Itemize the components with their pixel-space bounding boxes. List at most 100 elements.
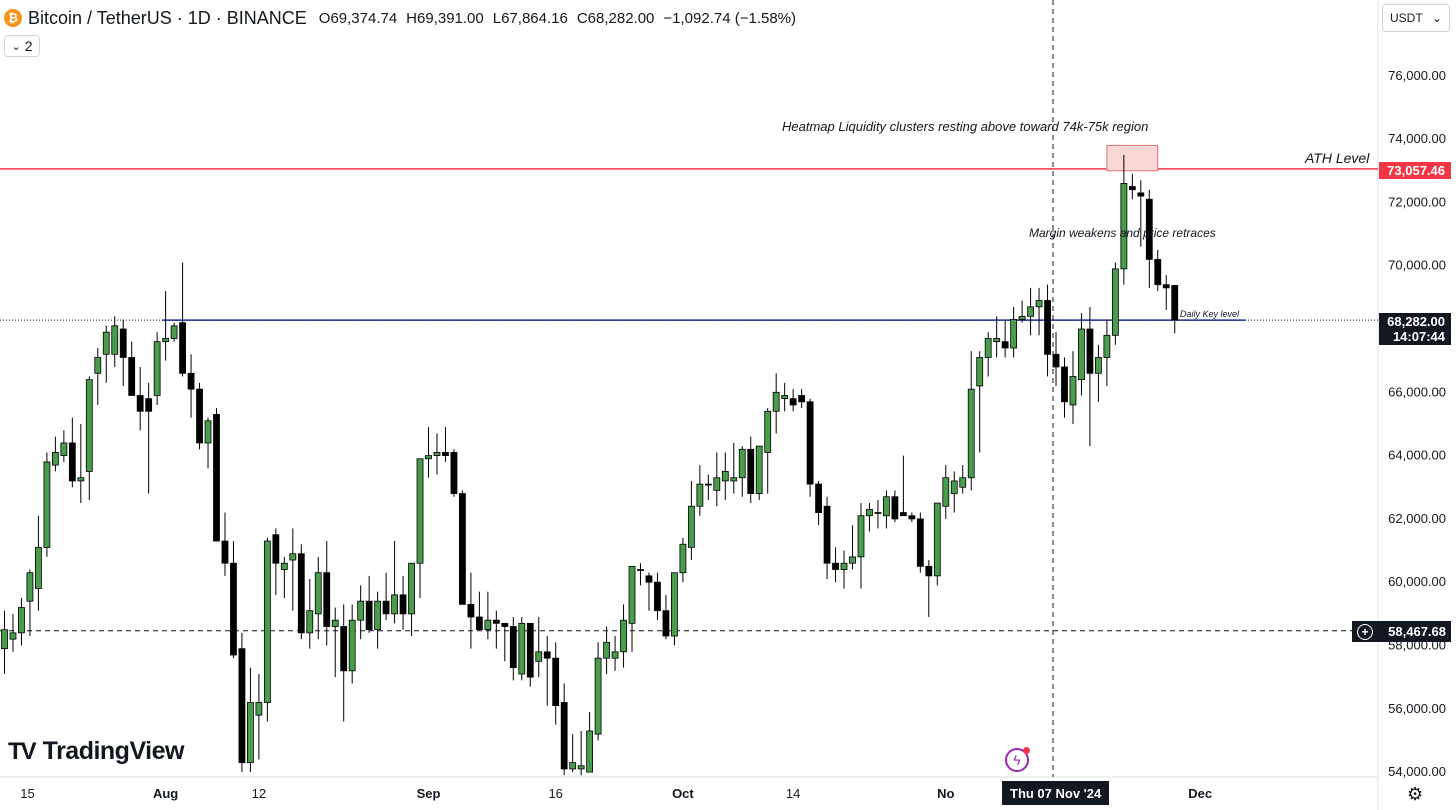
candle [671, 572, 678, 646]
candle-body [51, 452, 59, 466]
candle-body [1069, 376, 1077, 406]
candle [408, 562, 415, 637]
candle-body [823, 505, 831, 564]
candle-body [1137, 192, 1145, 197]
candle-body [781, 395, 789, 400]
candle [68, 417, 76, 488]
candle [18, 598, 25, 646]
symbol-header: ₿ Bitcoin / TetherUS · 1D · BINANCE O69,… [4, 6, 796, 30]
candle-body [687, 505, 695, 548]
candle-body [442, 452, 449, 456]
candle-body [620, 619, 627, 653]
x-tick-label: No [937, 786, 954, 801]
daily-key-label[interactable]: Daily Key level [1180, 309, 1240, 319]
candle-body [654, 581, 661, 612]
symbol-title[interactable]: Bitcoin / TetherUS · 1D · BINANCE [28, 7, 307, 28]
candle-body [993, 338, 1001, 343]
candle [331, 607, 339, 678]
candle [85, 376, 93, 500]
candle [645, 572, 653, 611]
candle-body [628, 565, 636, 624]
candle [357, 585, 365, 640]
candle-body [280, 562, 288, 570]
lightning-icon[interactable]: ϟ [1005, 747, 1030, 772]
tradingview-mark-icon: TV [8, 737, 37, 765]
indicators-toggle-button[interactable]: ⌄ 2 [4, 35, 40, 57]
candle-body [1154, 258, 1162, 286]
candle-body [408, 562, 415, 615]
currency-select[interactable]: USDT ⌄ [1382, 4, 1450, 32]
heatmap-annotation[interactable]: Heatmap Liquidity clusters resting above… [782, 119, 1149, 134]
candle-body [857, 515, 865, 558]
candle [764, 408, 772, 494]
candle [145, 382, 153, 494]
candle [187, 354, 195, 418]
candle-body [323, 572, 331, 627]
candle-body [213, 414, 220, 542]
candle-body [671, 572, 678, 637]
candle-body [43, 461, 51, 548]
candle [526, 622, 534, 687]
y-tick-label: 76,000.00 [1388, 68, 1446, 83]
candle-body [1120, 183, 1128, 270]
candle [459, 490, 466, 605]
candle [543, 636, 551, 706]
margin-annotation[interactable]: Margin weakens and price retraces [1029, 226, 1216, 240]
candle-body [832, 562, 839, 570]
candle [747, 436, 755, 504]
gear-icon[interactable]: ⚙ [1407, 784, 1424, 804]
candle [1027, 287, 1034, 336]
candle [221, 512, 229, 576]
candle [204, 417, 212, 469]
candle-body [535, 651, 543, 662]
candle-body [9, 632, 17, 640]
x-tick-label: 16 [548, 786, 562, 801]
candle [976, 351, 984, 453]
candle-body [916, 518, 924, 567]
candle [60, 430, 68, 462]
candle-body [942, 477, 950, 507]
candle [153, 332, 161, 405]
candle-body [976, 357, 984, 387]
candle [170, 322, 178, 342]
candle [637, 563, 644, 586]
candle-body [255, 702, 263, 716]
candle [348, 604, 356, 684]
candle [382, 572, 390, 621]
candle-body [340, 626, 348, 672]
candle-body [1061, 366, 1068, 403]
candle-body [263, 540, 271, 703]
candle-body [357, 600, 365, 621]
candle [933, 502, 941, 586]
liquidity-zone-box[interactable] [1106, 144, 1159, 172]
tradingview-logo[interactable]: TV TradingView [8, 737, 184, 766]
candle-body [704, 483, 712, 486]
open-value: 69,374.74 [330, 9, 398, 27]
candle-body [94, 357, 102, 374]
candle-body [289, 553, 297, 561]
candle [789, 389, 797, 412]
candle [1001, 319, 1009, 358]
candle [552, 642, 560, 725]
add-alert-icon[interactable]: + [1357, 623, 1373, 640]
candle [35, 515, 42, 611]
candle [950, 471, 958, 513]
ath-label[interactable]: ATH Level [1305, 150, 1370, 166]
candle-body [238, 648, 246, 764]
candle-body [1145, 198, 1153, 260]
candle [314, 556, 322, 640]
candle-body [1162, 284, 1170, 289]
candle [26, 569, 34, 637]
candle [518, 617, 526, 681]
candle [77, 423, 85, 504]
candle-body [297, 553, 305, 634]
candle [289, 528, 297, 611]
candle-body [170, 325, 178, 339]
candle-body [501, 622, 509, 627]
candle [128, 341, 136, 396]
candle-body [26, 572, 34, 602]
candle-body [543, 651, 551, 659]
candle-body [179, 322, 186, 374]
candle [391, 541, 398, 624]
